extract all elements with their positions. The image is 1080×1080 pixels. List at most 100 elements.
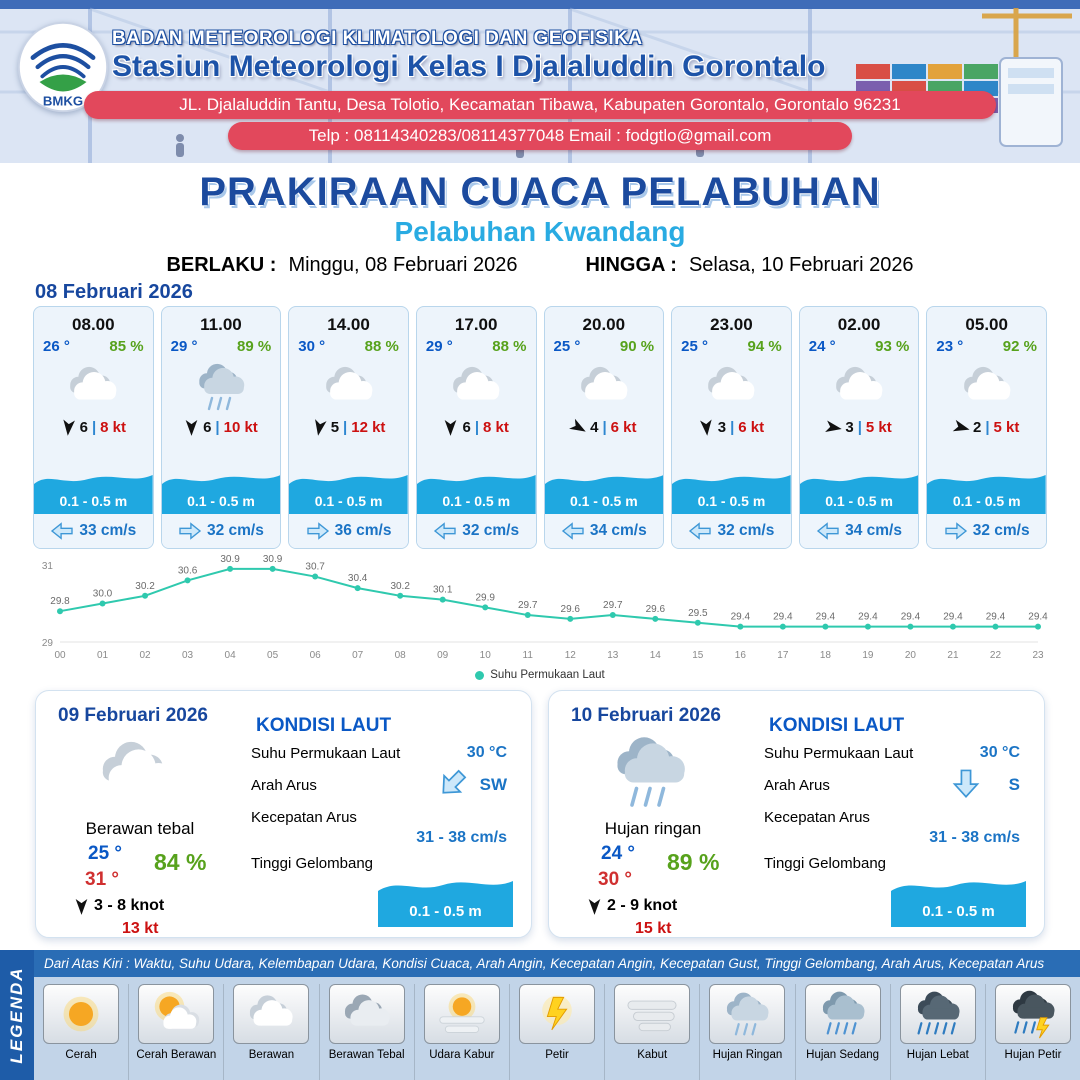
wind-speed: 10 kt	[223, 419, 258, 436]
weather-icon	[561, 357, 647, 417]
current-speed: 32 cm/s	[717, 522, 775, 539]
current-row: 32 cm/s	[416, 514, 536, 548]
forecast-card-0500: 05.00 23 ° 92 % 2 | 5 kt 0.1 - 0.5 m 32 c…	[926, 306, 1047, 549]
wave-height: 0.1 - 0.5 m	[952, 493, 1021, 509]
legend-label: Hujan Petir	[1004, 1049, 1062, 1061]
wind-direction-icon	[443, 419, 458, 436]
current-speed: 33 cm/s	[79, 522, 137, 539]
chart-series-name: Suhu Permukaan Laut	[490, 669, 605, 681]
until-label: HINGGA :	[585, 254, 677, 276]
kabut-icon	[614, 984, 691, 1044]
current-direction-icon	[950, 767, 982, 799]
legend-item-hujan-sedang: Hujan Sedang	[794, 984, 890, 1080]
wind-force: 3	[717, 419, 727, 436]
berawan-tebal-icon	[328, 984, 405, 1044]
wind-row: 4 | 6 kt	[569, 418, 637, 436]
wave-height-band: 0.1 - 0.5 m	[891, 873, 1026, 927]
weather-icon	[306, 357, 392, 417]
forecast-card-1100: 11.00 29 ° 89 % 6 | 10 kt 0.1 - 0.5 m 32 …	[160, 306, 282, 549]
current-direction-label: Arah Arus	[764, 777, 830, 794]
legend-item-hujan-petir: Hujan Petir	[984, 984, 1080, 1080]
legend-item-cerah-berawan: Cerah Berawan	[128, 984, 223, 1080]
wave-height-value: 0.1 - 0.5 m	[922, 903, 995, 920]
legend-label: Petir	[545, 1049, 569, 1061]
svg-text:10: 10	[480, 650, 492, 661]
wave-graphic	[799, 475, 919, 514]
legend-label: Berawan	[248, 1049, 295, 1061]
wind-direction-icon	[569, 418, 586, 436]
legend-dot-icon	[475, 670, 485, 680]
sst-chart: 29 31 29.8 00 30.0 01 30.2 02 30.6 03 30.9 04 30.9 05…	[30, 550, 1050, 668]
current-direction-icon	[437, 767, 469, 799]
wind-row: 6 | 8 kt	[61, 419, 126, 436]
current-speed: 32 cm/s	[462, 522, 520, 539]
legend-title: LEGENDA	[7, 966, 26, 1064]
wind-speed: 8 kt	[100, 419, 127, 436]
wind-direction-icon	[699, 419, 714, 436]
current-direction-value: S	[1008, 775, 1020, 794]
legend-sidebar: LEGENDA	[0, 950, 34, 1080]
svg-text:15: 15	[692, 650, 704, 661]
wave-height-band: 0.1 - 0.5 m	[544, 468, 664, 514]
forecast-card-2000: 20.00 25 ° 90 % 4 | 6 kt 0.1 - 0.5 m 34 c…	[543, 306, 665, 549]
current-direction-label: Arah Arus	[251, 777, 317, 794]
separator: |	[91, 419, 97, 436]
current-direction-icon	[688, 521, 712, 541]
svg-text:29.4: 29.4	[773, 612, 793, 623]
separator: |	[857, 419, 862, 436]
temperature: 30 °	[298, 338, 326, 355]
svg-text:21: 21	[947, 650, 959, 661]
wave-graphic	[544, 475, 664, 514]
wind-row: 5 | 12 kt	[312, 419, 385, 436]
svg-text:22: 22	[990, 650, 1002, 661]
svg-text:18: 18	[820, 650, 832, 661]
forecast-date: 08 Februari 2026	[35, 281, 193, 303]
sst-value: 30 °C	[979, 744, 1020, 761]
sst-label: Suhu Permukaan Laut	[764, 745, 914, 762]
station-address: JL. Djalaluddin Tantu, Desa Tolotio, Kec…	[84, 91, 996, 119]
separator: |	[730, 419, 735, 436]
current-speed: 34 cm/s	[589, 522, 647, 539]
wave-height-band: 0.1 - 0.5 m	[672, 468, 791, 514]
current-speed-label: Kecepatan Arus	[764, 809, 870, 826]
station-name: Stasiun Meteorologi Kelas I Djalaluddin …	[112, 50, 826, 83]
sea-conditions-title: KONDISI LAUT	[256, 715, 392, 736]
wave-graphic	[378, 881, 513, 927]
current-direction-icon	[561, 521, 585, 541]
temperature: 23 °	[936, 338, 964, 355]
svg-text:03: 03	[182, 650, 194, 661]
hujan-lebat-icon	[899, 984, 976, 1044]
forecast-card-0200: 02.00 24 ° 93 % 3 | 5 kt 0.1 - 0.5 m 34 c…	[798, 306, 920, 549]
wave-height-value: 0.1 - 0.5 m	[409, 903, 482, 920]
weather-description: Hujan ringan	[604, 819, 702, 838]
wave-graphic	[34, 475, 153, 514]
wave-graphic	[672, 475, 791, 514]
svg-text:04: 04	[225, 650, 237, 661]
cerah-icon	[43, 984, 120, 1044]
weather-icon	[816, 357, 902, 417]
svg-text:12: 12	[565, 650, 577, 661]
wind-direction-icon	[587, 898, 602, 915]
legend-item-cerah: Cerah	[34, 984, 128, 1080]
legend-label: Hujan Ringan	[712, 1049, 783, 1061]
svg-text:00: 00	[54, 650, 66, 661]
page-title: PRAKIRAAN CUACA PELABUHAN	[199, 170, 881, 214]
temperature: 25 °	[681, 338, 708, 355]
wave-graphic	[161, 475, 281, 514]
svg-text:11: 11	[523, 650, 534, 661]
svg-text:09: 09	[437, 650, 449, 661]
svg-text:29.6: 29.6	[561, 604, 581, 615]
daily-summary-card-day1: 09 Februari 2026 Berawan tebal 25 ° 31 °…	[35, 690, 532, 938]
wave-height: 0.1 - 0.5 m	[314, 493, 383, 509]
svg-text:30.6: 30.6	[178, 565, 198, 576]
wave-height-label: Tinggi Gelombang	[764, 855, 887, 872]
svg-text:16: 16	[735, 650, 747, 661]
wave-height: 0.1 - 0.5 m	[442, 493, 511, 509]
wind-force: 5	[330, 419, 340, 436]
wave-graphic	[891, 881, 1026, 927]
weather-icon	[50, 357, 136, 417]
svg-text:30.2: 30.2	[135, 581, 155, 592]
legend-item-hujan-ringan: Hujan Ringan	[699, 984, 794, 1080]
svg-text:29.6: 29.6	[646, 604, 666, 615]
current-speed: 36 cm/s	[334, 522, 392, 539]
